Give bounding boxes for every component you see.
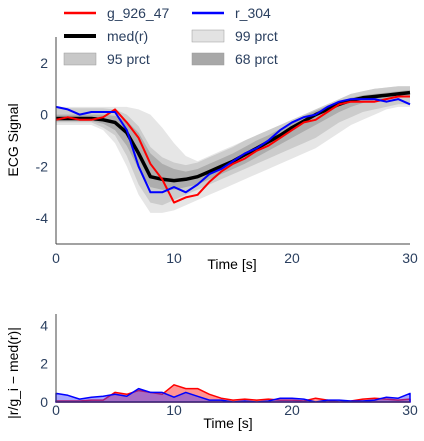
ecg-signal-chart: 0 10 20 30 20-2-4 Time [s] ECG Signal g_926… <box>5 5 418 272</box>
legend-swatch <box>191 29 225 43</box>
area-g-926-47 <box>55 384 411 403</box>
y-tick-label: 0 <box>40 107 48 123</box>
y-axis-title: |r/g_i − med(r)| <box>5 327 21 419</box>
deviation-areas <box>55 384 411 403</box>
y-tick-label: -2 <box>36 158 49 174</box>
legend-label: 68 prct <box>235 51 278 67</box>
x-tick-labels: 0 10 20 30 <box>52 402 418 418</box>
x-tick-label: 10 <box>166 402 182 418</box>
legend-item-68-prct: 68 prct <box>191 51 278 67</box>
legend-label: 95 prct <box>107 51 150 67</box>
x-tick-label: 30 <box>402 402 418 418</box>
y-tick-label: -4 <box>36 210 49 226</box>
y-tick-label: 0 <box>40 394 48 410</box>
legend-label: g_926_47 <box>107 5 170 21</box>
legend-swatch <box>191 52 225 66</box>
legend-label: r_304 <box>235 5 271 21</box>
legend-item-r-304: r_304 <box>192 5 271 21</box>
x-tick-label: 30 <box>402 250 418 266</box>
line-g-926-47 <box>55 95 410 204</box>
y-tick-labels: 4 2 0 <box>40 317 48 410</box>
y-tick-labels: 2 0 -2 -4 <box>36 55 49 226</box>
legend-item-95-prct: 95 prct <box>63 51 150 67</box>
x-tick-label: 0 <box>52 250 60 266</box>
legend-item-med-r: med(r) <box>64 28 148 44</box>
x-axis-title: Time [s] <box>203 415 252 431</box>
series-lines <box>55 90 411 204</box>
x-tick-label: 20 <box>284 402 300 418</box>
line-r-304 <box>55 98 411 194</box>
y-tick-label: 4 <box>40 317 48 333</box>
legend-item-g-926-47: g_926_47 <box>64 5 170 21</box>
x-tick-labels: 0 10 20 30 <box>52 250 418 266</box>
percentile-bands <box>56 86 410 213</box>
legend-label: 99 prct <box>235 28 278 44</box>
y-tick-label: 2 <box>40 55 48 71</box>
deviation-chart: 0 10 20 30 420 Time [s] |r/g_i − med(r)| <box>5 314 418 431</box>
y-tick-label: 2 <box>40 356 48 372</box>
legend-label: med(r) <box>107 28 148 44</box>
x-tick-label: 20 <box>284 250 300 266</box>
y-axis-title: ECG Signal <box>5 103 21 176</box>
legend-swatch <box>63 52 97 66</box>
legend: g_926_47 r_304 med(r) 99 prct 95 prct 68 prct <box>63 5 278 67</box>
x-tick-label: 0 <box>52 402 60 418</box>
legend-item-99-prct: 99 prct <box>191 28 278 44</box>
x-tick-label: 10 <box>166 250 182 266</box>
x-axis-title: Time [s] <box>207 256 256 272</box>
